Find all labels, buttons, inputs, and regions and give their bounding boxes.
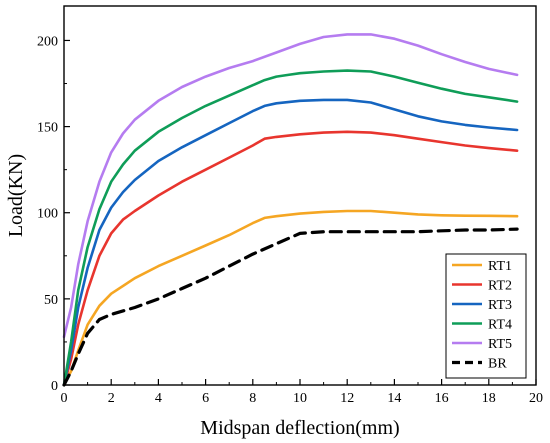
x-tick-label: 8 bbox=[249, 391, 256, 406]
x-tick-label: 2 bbox=[108, 391, 115, 406]
x-tick-label: 4 bbox=[155, 391, 162, 406]
series-line-rt3 bbox=[62, 98, 519, 387]
x-tick-label: 10 bbox=[293, 391, 307, 406]
series-layer bbox=[62, 33, 519, 387]
x-axis-title: Midspan deflection(mm) bbox=[200, 417, 399, 439]
x-axis: 0 2 4 6 8 10 12 14 16 18 20 bbox=[61, 379, 543, 406]
x-tick-label: 16 bbox=[435, 391, 449, 406]
x-tick-label: 0 bbox=[61, 391, 68, 406]
legend: RT1 RT2 RT3 RT4 RT5 BR bbox=[445, 253, 527, 379]
legend-box bbox=[445, 253, 527, 379]
legend-label-rt5: RT5 bbox=[488, 337, 512, 352]
series-line-br bbox=[62, 227, 519, 387]
y-tick-label: 100 bbox=[37, 207, 58, 222]
series-line-rt4 bbox=[62, 69, 519, 387]
y-axis-title: Load(KN) bbox=[5, 154, 27, 237]
series-line-rt2 bbox=[62, 130, 519, 387]
legend-label-rt1: RT1 bbox=[488, 259, 512, 274]
legend-label-rt4: RT4 bbox=[488, 318, 512, 333]
y-tick-label: 50 bbox=[44, 293, 58, 308]
series-line-rt5 bbox=[62, 33, 519, 339]
x-tick-label: 14 bbox=[387, 391, 401, 406]
x-tick-label: 18 bbox=[482, 391, 496, 406]
legend-label-rt2: RT2 bbox=[488, 279, 512, 294]
y-tick-label: 0 bbox=[51, 379, 58, 394]
y-tick-label: 200 bbox=[37, 34, 58, 49]
x-tick-label: 12 bbox=[340, 391, 354, 406]
y-tick-label: 150 bbox=[37, 121, 58, 136]
legend-label-br: BR bbox=[488, 357, 507, 372]
series-line-rt1 bbox=[62, 209, 519, 387]
y-axis: 0 50 100 150 200 bbox=[37, 34, 70, 394]
legend-label-rt3: RT3 bbox=[488, 298, 512, 313]
x-tick-label: 20 bbox=[529, 391, 543, 406]
x-tick-label: 6 bbox=[202, 391, 209, 406]
